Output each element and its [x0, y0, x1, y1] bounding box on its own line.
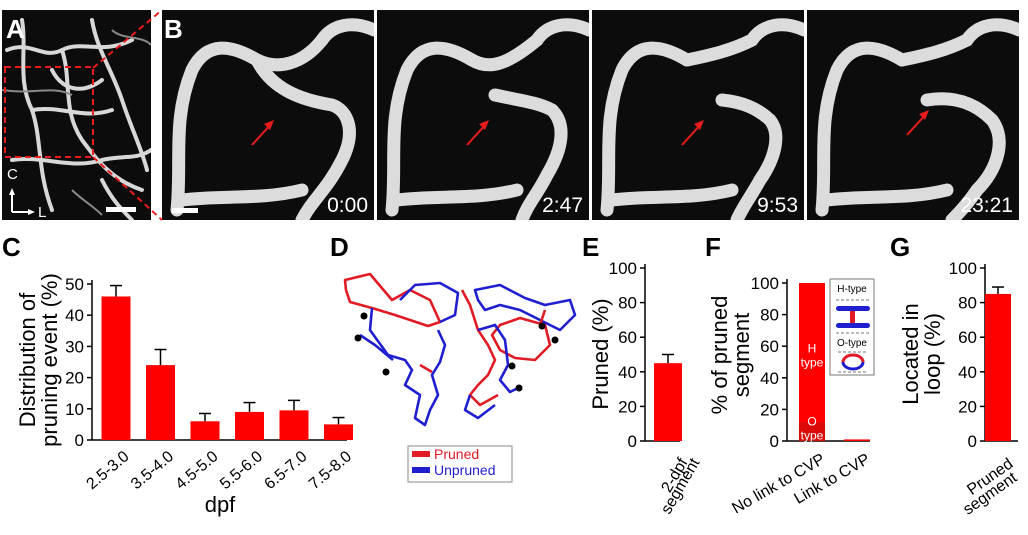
chart-c-ytick-label: 30	[65, 337, 84, 356]
chart-c-ytick-label: 40	[65, 306, 84, 325]
chart-g-ytick-label: 80	[958, 294, 977, 313]
chart-f-bar	[844, 439, 870, 441]
chart-c-bar	[146, 365, 175, 440]
chart-f-ytick-label: 100	[751, 274, 779, 293]
chart-f-stack-o-type	[799, 422, 825, 441]
orientation-c-label: C	[7, 166, 18, 183]
legend-swatch-unpruned	[412, 467, 430, 473]
chart-c-ytick-label: 10	[65, 400, 84, 419]
chart-c-ylabel: Distribution of	[15, 292, 40, 427]
chart-f-ytick-label: 20	[760, 400, 779, 419]
chart-c-xtick-label: 6.5-7.0	[261, 448, 310, 493]
zoom-connectors	[92, 9, 163, 221]
chart-e-bar	[654, 363, 682, 441]
panel-label-e: E	[582, 232, 599, 262]
legend-label-pruned: Pruned	[434, 446, 479, 462]
chart-e-ytick-label: 20	[618, 397, 637, 416]
chart-f-xtick-label: Link to CVP	[791, 451, 873, 508]
chart-c-xtick-label: 5.5-6.0	[217, 448, 266, 493]
vessel-network-a	[2, 18, 151, 220]
chart-g-ylabel: loop (%)	[920, 313, 945, 395]
panel-d-dots	[354, 312, 559, 392]
chart-f-ytick-label: 60	[760, 337, 779, 356]
chart-c-xtick-label: 3.5-4.0	[128, 448, 177, 493]
chart-c-ytick-label: 20	[65, 369, 84, 388]
chart-f-stack-label: O	[807, 415, 816, 429]
timestamp-3: 9:53	[757, 194, 798, 217]
chart-c-ytick-label: 50	[65, 275, 84, 294]
inset-h-label: H-type	[837, 284, 867, 295]
chart-c-bar	[235, 411, 264, 440]
chart-c-bar	[190, 421, 220, 440]
chart-f-ytick-label: 40	[760, 369, 779, 388]
chart-c-bar	[324, 424, 353, 440]
panel-b-frame-2: 2:47	[377, 10, 589, 220]
chart-f-stack-label: type	[801, 356, 824, 370]
scale-bar-a	[106, 207, 136, 212]
panel-a-image: A C L	[2, 10, 151, 220]
chart-f-inset: H-type O-type	[829, 278, 875, 376]
panel-b-frame-1: B 0:00	[162, 10, 374, 220]
chart-e-ytick-label: 100	[609, 259, 637, 278]
zoom-region-box	[4, 66, 94, 158]
chart-c-xlabel: dpf	[205, 492, 236, 517]
chart-f-bar	[799, 283, 825, 441]
inset-o-label: O-type	[837, 338, 867, 349]
chart-g-ytick-label: 20	[958, 397, 977, 416]
chart-e-ytick-label: 80	[618, 294, 637, 313]
chart-f-stack-label: type	[801, 429, 824, 443]
chart-c-bar	[101, 296, 131, 440]
chart-e-ylabel: Pruned (%)	[588, 298, 613, 409]
chart-e-ytick-label: 60	[618, 328, 637, 347]
chart-f-ytick-label: 80	[760, 306, 779, 325]
chart-g-xtick-label: segment	[960, 469, 1020, 518]
chart-g-ytick-label: 40	[958, 363, 977, 382]
timestamp-2: 2:47	[542, 194, 583, 217]
chart-g-bar	[985, 293, 1011, 441]
orientation-l-label: L	[38, 204, 47, 220]
chart-c-xtick-label: 2.5-3.0	[83, 448, 132, 493]
panel-d-legend: Pruned Unpruned	[407, 445, 513, 483]
chart-f-ytick-label: 0	[770, 432, 779, 451]
panel-label-f: F	[705, 232, 721, 262]
chart-e-xtick-label: 2-dpf	[659, 455, 692, 496]
panel-label-a: A	[6, 14, 25, 44]
chart-f-stack-label: H	[808, 342, 817, 356]
chart-e-xtick-label: segment	[658, 455, 704, 517]
panel-label-b: B	[164, 14, 183, 44]
chart-g-ylabel: Located in	[898, 303, 923, 405]
chart-c-ylabel: pruning event (%)	[37, 273, 62, 447]
chart-c-bar	[279, 410, 309, 440]
panel-label-d: D	[330, 232, 349, 262]
chart-g-ytick-label: 100	[949, 259, 977, 278]
chart-g-xtick-label: Pruned	[964, 455, 1016, 499]
panel-label-c: C	[2, 232, 21, 262]
timestamp-1: 0:00	[327, 194, 368, 217]
legend-swatch-pruned	[412, 451, 430, 457]
panel-b-frame-3: 9:53	[592, 10, 804, 220]
chart-f-xtick-label: No link to CVP	[729, 451, 828, 518]
panel-b-frame-4: 23:21	[807, 10, 1019, 220]
chart-c-xtick-label: 4.5-5.0	[172, 448, 221, 493]
chart-c-xtick-label: 7.5-8.0	[306, 448, 355, 493]
chart-g-ytick-label: 60	[958, 328, 977, 347]
panel-label-g: G	[890, 232, 910, 262]
chart-f-ylabel: % of pruned	[707, 296, 732, 415]
chart-e-ytick-label: 40	[618, 363, 637, 382]
chart-f-ylabel: segment	[729, 313, 754, 397]
legend-label-unpruned: Unpruned	[434, 462, 496, 478]
panel-d-traces	[343, 272, 577, 427]
timestamp-4: 23:21	[960, 194, 1013, 217]
chart-c-ytick-label: 0	[75, 431, 84, 450]
chart-g-ytick-label: 0	[968, 432, 977, 451]
chart-e-ytick-label: 0	[628, 432, 637, 451]
